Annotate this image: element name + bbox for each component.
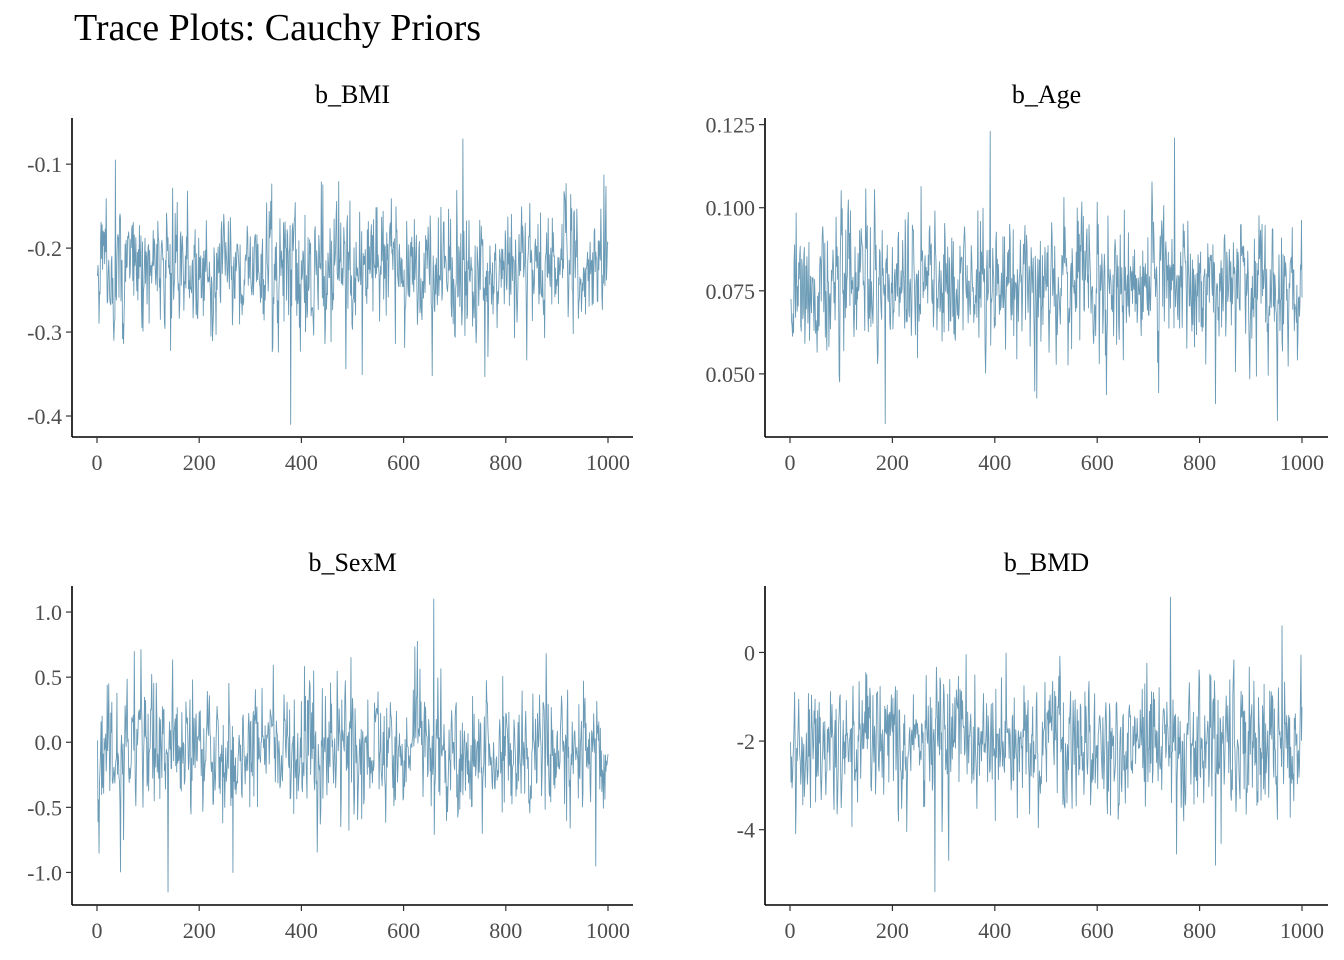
x-tick-label: 600	[387, 450, 420, 475]
y-tick-label: -0.1	[27, 152, 62, 177]
trace-panel-b-bmd: b_BMD 0 200 400 600 800 1000 -4 -2 0	[737, 548, 1328, 943]
panel-title: b_SexM	[308, 548, 396, 577]
x-tick-label: 600	[387, 918, 420, 943]
x-tick-label: 0	[785, 450, 796, 475]
trace-line	[97, 138, 609, 425]
y-tick-label: 0.100	[706, 196, 756, 221]
trace-line	[790, 596, 1303, 893]
x-tick-label: 1000	[1280, 918, 1324, 943]
x-tick-label: 1000	[1280, 450, 1324, 475]
y-tick-label: -0.3	[27, 320, 62, 345]
x-tick-label: 1000	[586, 450, 630, 475]
x-tick-label: 600	[1081, 450, 1114, 475]
x-tick-label: 0	[92, 918, 103, 943]
y-tick-label: -0.4	[27, 404, 62, 429]
x-tick-label: 600	[1081, 918, 1114, 943]
y-tick-label: 0.5	[35, 665, 63, 690]
y-tick-label: -2	[737, 729, 755, 754]
x-tick-label: 1000	[586, 918, 630, 943]
y-tick-label: -0.2	[27, 236, 62, 261]
trace-line	[790, 130, 1303, 425]
trace-panel-b-bmi: b_BMI 0 200 400 600 800 1000 -0.4 -0.3 -0.2 -0.1	[27, 80, 633, 475]
y-tick-label: -4	[737, 818, 755, 843]
y-tick-label: 0.075	[706, 279, 756, 304]
x-tick-label: 800	[1183, 450, 1216, 475]
y-tick-label: -0.5	[27, 795, 62, 820]
x-tick-label: 200	[183, 450, 216, 475]
x-tick-label: 800	[1183, 918, 1216, 943]
panel-title: b_BMI	[315, 80, 390, 109]
x-tick-label: 0	[92, 450, 103, 475]
x-tick-label: 200	[876, 918, 909, 943]
x-tick-label: 0	[785, 918, 796, 943]
y-tick-label: -1.0	[27, 860, 62, 885]
y-tick-label: 0.050	[706, 362, 756, 387]
page-title: Trace Plots: Cauchy Priors	[74, 7, 482, 49]
y-tick-label: 0.0	[35, 730, 63, 755]
trace-line	[97, 598, 609, 893]
x-tick-label: 400	[285, 450, 318, 475]
x-tick-label: 800	[489, 918, 522, 943]
x-tick-label: 400	[285, 918, 318, 943]
x-tick-label: 200	[183, 918, 216, 943]
trace-panel-b-sexm: b_SexM 0 200 400 600 800 1000 -1.0 -0.5 0.0 0.5 1.0	[27, 548, 633, 943]
y-tick-label: 0	[744, 640, 755, 665]
x-tick-label: 400	[978, 450, 1011, 475]
y-tick-label: 1.0	[35, 600, 63, 625]
trace-panel-b-age: b_Age 0 200 400 600 800 1000 0.050 0.075 0.100 0.1…	[706, 80, 1328, 475]
y-tick-label: 0.125	[706, 113, 756, 138]
x-tick-label: 800	[489, 450, 522, 475]
panel-title: b_BMD	[1004, 548, 1089, 577]
panel-title: b_Age	[1012, 80, 1081, 109]
x-tick-label: 200	[876, 450, 909, 475]
x-tick-label: 400	[978, 918, 1011, 943]
